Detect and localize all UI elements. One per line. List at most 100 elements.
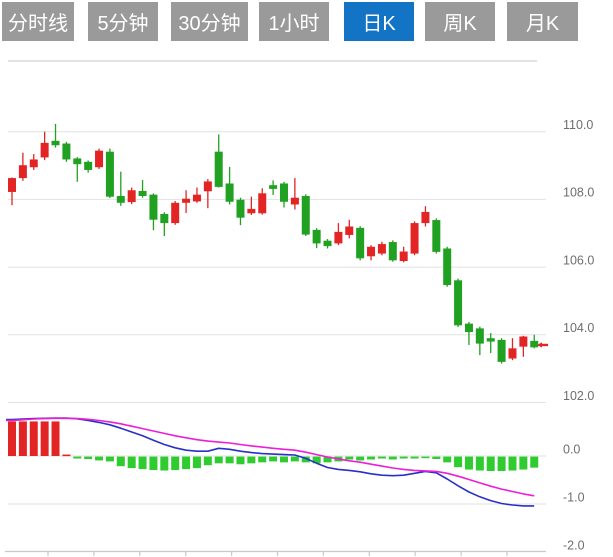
macd-bar [464, 456, 473, 470]
macd-bar [269, 456, 278, 462]
candle-body [192, 194, 201, 202]
x-axis [5, 550, 546, 556]
macd-bar [377, 456, 386, 459]
candle-body [95, 150, 104, 168]
macd-bar [84, 456, 93, 459]
macd-bar [258, 456, 267, 463]
macd-bar [519, 456, 528, 470]
price-axis-label: 106.0 [563, 253, 594, 267]
macd-bar [399, 456, 408, 459]
macd-axis-label: 0.0 [563, 442, 580, 456]
macd-bar [388, 456, 397, 460]
macd-bar [203, 456, 212, 466]
macd-bar [51, 421, 60, 456]
macd-histogram [8, 421, 539, 471]
candle-body [497, 339, 506, 362]
macd-bar [171, 456, 180, 471]
price-axis-label: 104.0 [563, 321, 594, 335]
tab-weekly[interactable]: 周K [425, 2, 495, 41]
macd-bar [192, 456, 201, 469]
candle-body [160, 213, 169, 224]
candle-body [258, 193, 267, 214]
macd-bar [367, 456, 376, 460]
macd-axis-label: -1.0 [563, 490, 585, 504]
candle-body [8, 178, 16, 192]
macd-bar [345, 456, 354, 460]
candle-body [203, 181, 212, 192]
macd-bar [105, 456, 114, 462]
macd-bar [127, 456, 136, 469]
tab-30min[interactable]: 30分钟 [171, 2, 248, 41]
tab-monthly[interactable]: 月K [507, 2, 578, 41]
candle-body [486, 338, 495, 342]
candle-body [301, 196, 310, 235]
macd-bar [508, 456, 517, 471]
candle-body [399, 251, 408, 262]
candle-body [345, 226, 354, 235]
candle-body [443, 248, 452, 286]
macd-bar [149, 456, 158, 471]
macd-bar [454, 456, 463, 468]
candle-body [182, 198, 191, 203]
current-price-marker [537, 342, 548, 348]
candle-body [236, 199, 245, 218]
candle-body [421, 211, 430, 224]
macd-bar [247, 456, 256, 464]
macd-bar [530, 456, 539, 468]
macd-bar [62, 454, 71, 457]
macd-bar [225, 456, 234, 464]
candle-body [73, 158, 82, 165]
candle-body [225, 183, 234, 202]
macd-bar [323, 456, 332, 463]
price-axis-label: 102.0 [563, 389, 594, 403]
candle-body [367, 246, 376, 257]
candle-body [312, 229, 321, 244]
macd-bar [475, 456, 484, 471]
tab-daily[interactable]: 日K [344, 2, 414, 41]
gridlines [8, 131, 546, 505]
candle-body [149, 194, 158, 220]
candle-body [171, 202, 180, 224]
candle-body [280, 183, 288, 202]
macd-axis-label: -2.0 [563, 538, 585, 552]
candle-body [530, 340, 539, 348]
candle-body [475, 328, 484, 344]
macd-bar [214, 456, 223, 464]
macd-bar [73, 456, 82, 459]
candle-body [432, 220, 441, 252]
candle-body [519, 336, 528, 347]
tab-timeline[interactable]: 分时线 [2, 2, 74, 41]
macd-bar [356, 456, 365, 461]
tab-5min[interactable]: 5分钟 [88, 2, 158, 41]
macd-bar [486, 456, 495, 471]
macd-bar [432, 456, 441, 459]
tab-1hour[interactable]: 1小时 [259, 2, 329, 41]
candle-body [508, 348, 517, 359]
macd-bar [95, 456, 104, 461]
dea-line [6, 417, 535, 497]
dif-line [6, 417, 535, 507]
candle-body [388, 242, 397, 261]
macd-bar [8, 421, 16, 456]
macd-bar [116, 456, 125, 467]
macd-bar [40, 421, 49, 456]
macd-bar [497, 456, 506, 471]
candle-body [29, 159, 38, 168]
macd-bar [160, 456, 169, 471]
price-axis-label: 110.0 [563, 118, 593, 132]
candle-body [334, 231, 343, 244]
period-tabbar: 分时线 5分钟 30分钟 1小时 日K 周K 月K [0, 0, 613, 44]
candle-body [62, 143, 71, 160]
candle-body [290, 197, 299, 205]
candle-body [323, 240, 332, 247]
macd-bar [312, 456, 321, 464]
candle-body [138, 190, 147, 197]
candle-body [464, 323, 473, 333]
candle-body [84, 161, 93, 170]
candle-body [454, 280, 463, 326]
macd-bar [138, 456, 147, 470]
macd-bar [290, 456, 299, 462]
macd-bar [182, 456, 191, 470]
